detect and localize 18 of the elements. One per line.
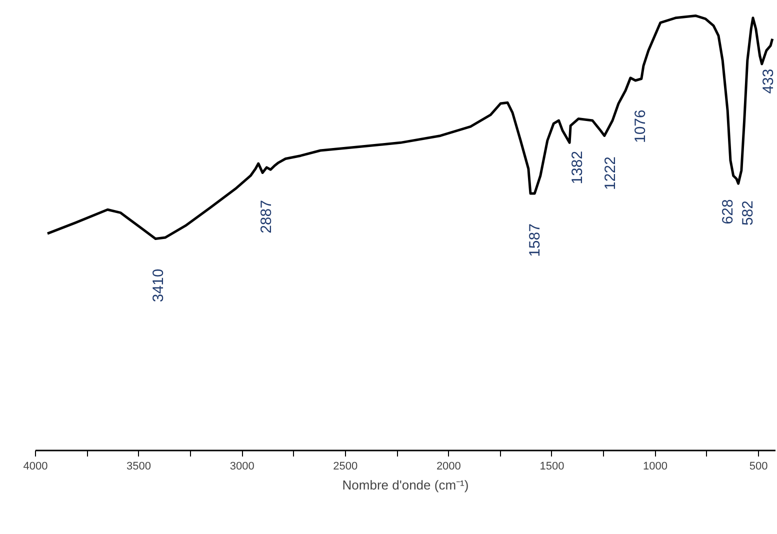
annotation: 1222: [602, 156, 619, 190]
x-tick-label: 2000: [436, 460, 461, 472]
annotation: 2887: [258, 200, 275, 234]
annotation: 1076: [632, 110, 650, 143]
annotation: 1587: [526, 224, 544, 257]
x-tick-label: 3500: [126, 460, 152, 472]
annotation: 628: [719, 199, 736, 224]
x-tick-label: 1000: [643, 460, 668, 472]
annotation: 1382: [568, 150, 586, 184]
x-tick-label: 2500: [333, 460, 358, 472]
x-tick-label: 500: [749, 460, 768, 472]
annotation: 3410: [150, 268, 167, 302]
x-tick-label: 4000: [23, 460, 48, 472]
annotation: 433: [760, 68, 777, 94]
x-tick-label: 1500: [540, 460, 564, 472]
x-tick-label: 3000: [230, 460, 254, 472]
x-axis-title: Nombre d'onde (cm⁻¹): [342, 478, 469, 492]
annotation: 582: [739, 200, 756, 226]
